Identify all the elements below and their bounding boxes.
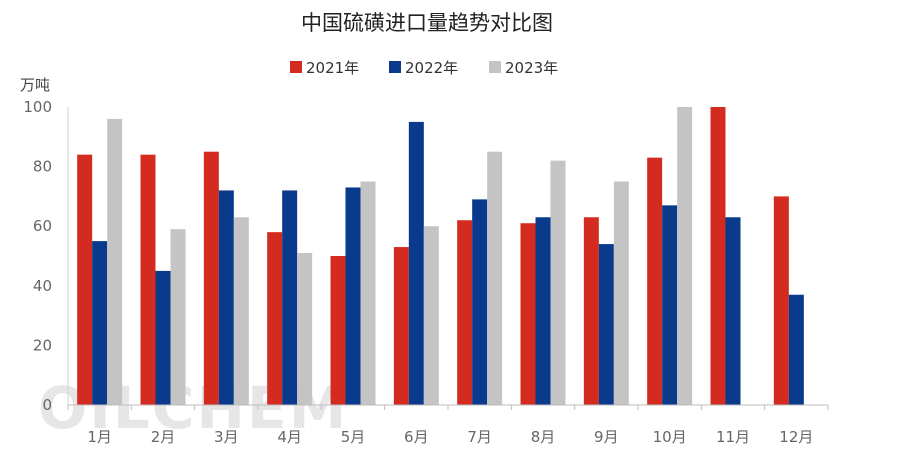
bar: [233, 217, 249, 405]
legend-swatch: [290, 61, 302, 73]
bar: [297, 253, 313, 405]
bar: [520, 223, 536, 405]
bar: [330, 256, 346, 405]
bar: [267, 232, 283, 405]
x-tick-label: 3月: [214, 428, 239, 446]
y-tick-label: 40: [33, 277, 52, 295]
bar: [662, 205, 678, 405]
bar: [360, 181, 376, 405]
x-tick-label: 8月: [531, 428, 556, 446]
bars: [77, 107, 804, 406]
bar: [647, 157, 663, 405]
x-tick-label: 12月: [779, 428, 813, 446]
chart-title: 中国硫磺进口量趋势对比图: [301, 11, 553, 35]
x-tick-label: 11月: [716, 428, 750, 446]
x-axis: 1月 2月 3月 4月 5月 6月 7月 8月 9月 10月 11月 12月: [67, 404, 829, 446]
x-tick-label: 9月: [594, 428, 619, 446]
bar: [550, 160, 566, 405]
x-tick-label: 4月: [277, 428, 302, 446]
legend: 2021年 2022年 2023年: [290, 59, 558, 77]
y-tick-label: 100: [23, 98, 52, 116]
bar: [170, 229, 186, 405]
bar: [155, 270, 171, 405]
bar: [598, 244, 614, 405]
bar: [583, 217, 599, 405]
y-tick-label: 80: [33, 158, 52, 176]
bar: [457, 220, 473, 405]
x-tick-label: 1月: [87, 428, 112, 446]
bar: [535, 217, 551, 405]
bar: [393, 247, 409, 405]
bar: [345, 187, 361, 405]
y-tick-label: 20: [33, 336, 52, 354]
y-axis: 0 20 40 60 80 100: [23, 98, 69, 414]
bar: [203, 151, 219, 405]
bar: [218, 190, 234, 405]
x-tick-label: 5月: [341, 428, 366, 446]
bar: [140, 154, 156, 405]
legend-label: 2021年: [306, 59, 359, 77]
x-tick-label: 6月: [404, 428, 429, 446]
bar: [710, 107, 726, 405]
x-tick-label: 10月: [653, 428, 687, 446]
legend-swatch: [389, 61, 401, 73]
legend-swatch: [489, 61, 501, 73]
legend-label: 2022年: [405, 59, 458, 77]
bar: [282, 190, 298, 405]
x-tick-label: 2月: [151, 428, 176, 446]
bar: [472, 199, 488, 405]
bar: [92, 241, 108, 405]
y-tick-label: 0: [42, 396, 52, 414]
bar: [725, 217, 741, 405]
y-axis-unit: 万吨: [20, 76, 50, 94]
bar: [613, 181, 629, 405]
bar: [77, 154, 93, 405]
legend-label: 2023年: [505, 59, 558, 77]
x-tick-label: 7月: [467, 428, 492, 446]
bar: [107, 118, 123, 406]
y-tick-label: 60: [33, 217, 52, 235]
bar: [423, 226, 439, 405]
bar: [408, 121, 424, 406]
bar: [487, 151, 503, 405]
bar: [773, 196, 789, 405]
bar: [788, 294, 804, 405]
bar: [677, 107, 693, 405]
